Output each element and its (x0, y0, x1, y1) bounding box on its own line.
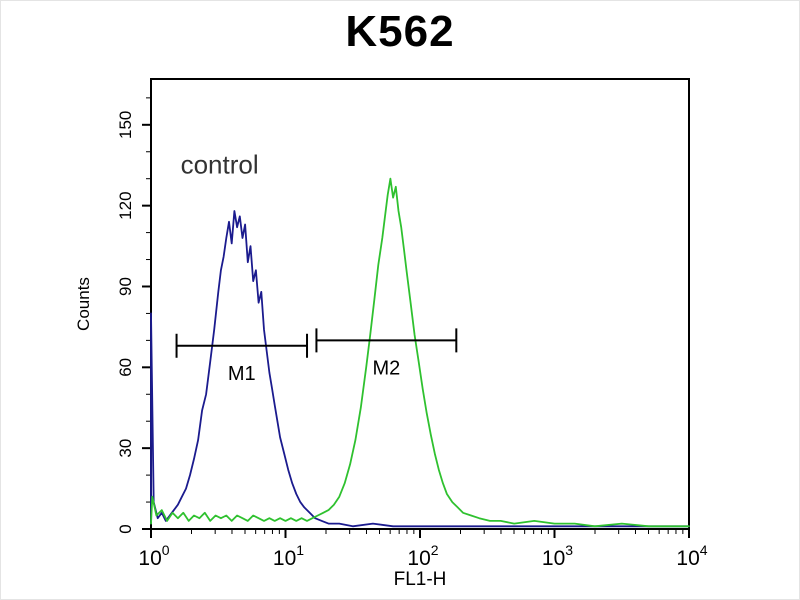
series-control-curve (150, 210, 690, 528)
marker-m1-label: M1 (228, 363, 256, 385)
y-tick-label: 0 (116, 524, 135, 533)
plot-frame (150, 78, 690, 530)
x-tick-label: 104 (676, 542, 707, 570)
y-tick-label: 150 (116, 111, 135, 139)
y-tick-label: 30 (116, 439, 135, 458)
x-axis-label: FL1-H (394, 569, 447, 590)
x-tick-label: 102 (407, 542, 438, 570)
annotation-control: control (181, 149, 259, 179)
marker-m2-label: M2 (372, 357, 400, 379)
y-axis-label: Counts (74, 277, 93, 331)
y-tick-label: 60 (116, 358, 135, 377)
chart-title: K562 (345, 7, 455, 56)
y-tick-label: 120 (116, 191, 135, 219)
y-tick-label: 90 (116, 277, 135, 296)
x-tick-label: 103 (542, 542, 573, 570)
series-green-curve (150, 177, 690, 528)
x-tick-label: 101 (273, 542, 304, 570)
x-tick-label: 100 (138, 542, 169, 570)
